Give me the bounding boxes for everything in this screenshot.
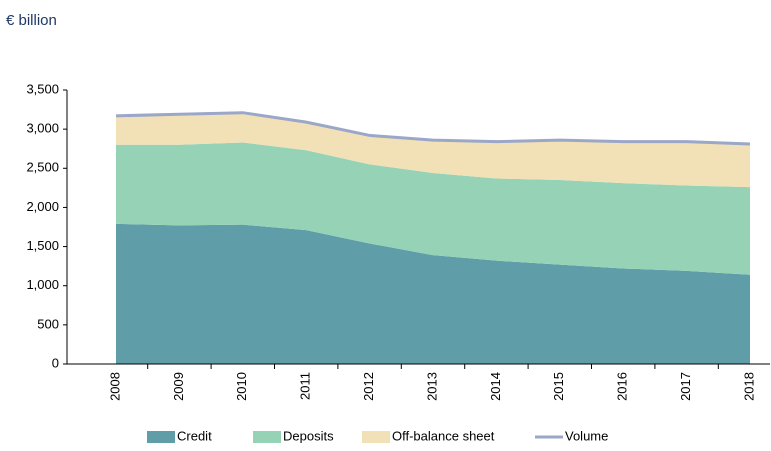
y-tick-label: 1,500 <box>26 238 59 253</box>
y-tick-label: 2,500 <box>26 160 59 175</box>
legend-label: Volume <box>565 428 608 443</box>
legend-label: Credit <box>177 428 212 443</box>
x-tick-label: 2012 <box>361 372 376 401</box>
legend-swatch <box>147 431 175 443</box>
volume-line <box>115 111 751 146</box>
y-tick-label: 3,500 <box>26 81 59 96</box>
x-tick-label: 2008 <box>107 372 122 401</box>
x-tick-label: 2018 <box>741 372 756 401</box>
axis-unit: € billion <box>6 12 57 29</box>
x-tick-label: 2014 <box>488 372 503 401</box>
x-tick-label: 2010 <box>234 372 249 401</box>
area <box>116 223 750 364</box>
legend-swatch <box>362 431 390 443</box>
x-tick-label: 2009 <box>171 372 186 401</box>
x-tick-label: 2013 <box>424 372 439 401</box>
x-tick-label: 2016 <box>615 372 630 401</box>
area <box>116 112 750 188</box>
legend-label: Off-balance sheet <box>392 428 495 443</box>
y-tick-label: 1,000 <box>26 277 59 292</box>
x-tick-label: 2017 <box>678 372 693 401</box>
y-tick-label: 2,000 <box>26 199 59 214</box>
legend-swatch <box>253 431 281 443</box>
x-tick-label: 2015 <box>551 372 566 401</box>
y-tick-label: 0 <box>52 355 59 370</box>
legend-label: Deposits <box>283 428 334 443</box>
x-tick-label: 2011 <box>298 372 313 400</box>
y-tick-label: 500 <box>37 316 59 331</box>
y-tick-label: 3,000 <box>26 121 59 136</box>
area <box>116 142 750 275</box>
